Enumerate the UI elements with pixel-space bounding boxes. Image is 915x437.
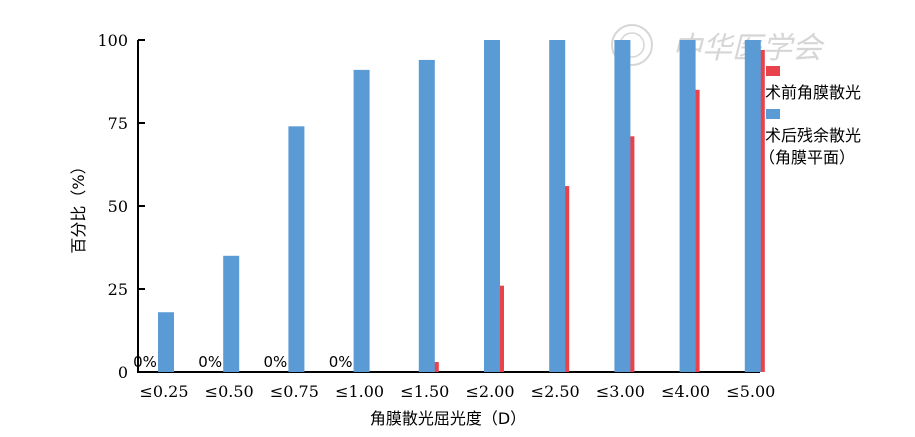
data-labels: 0% 0% 0% 0% [133,353,352,371]
y-tick-label: 0 [118,363,128,382]
bar-postop [679,40,696,372]
legend-swatch-postop [766,109,780,119]
bars [158,40,765,373]
bar-postop [744,40,761,372]
data-label-zero: 0% [133,353,157,371]
x-tick-label: ≤0.25 [139,382,188,401]
x-tick-label: ≤2.50 [531,382,580,401]
watermark-seal-icon [611,24,653,66]
x-tick-label: ≤0.75 [270,382,319,401]
x-tick-label: ≤0.50 [205,382,254,401]
y-tick-label: 25 [108,280,128,299]
y-tick-label: 100 [97,31,128,50]
x-tick-label: ≤1.50 [400,382,449,401]
legend-label-postop-line2: （角膜平面） [759,148,855,167]
bar-postop [549,40,566,372]
legend-label-postop-line1: 术后残余散光 [765,126,861,145]
bar-postop [158,312,174,372]
data-label-zero: 0% [264,353,288,371]
x-tick-label: ≤4.00 [661,382,710,401]
x-tick-label: ≤3.00 [596,382,645,401]
watermark: 中华医学会 [611,24,825,66]
bar-postop [418,59,435,373]
x-ticks: ≤0.25 ≤0.50 ≤0.75 ≤1.00 ≤1.50 ≤2.00 ≤2.50 ≤3.00… [139,382,775,401]
bar-postop [223,255,240,372]
x-tick-label: ≤2.00 [465,382,514,401]
bar-postop [614,40,631,372]
legend: 术前角膜散光 术后残余散光 （角膜平面） [759,66,861,167]
x-axis-title: 角膜散光屈光度（D） [370,409,526,428]
legend-label-preop: 术前角膜散光 [765,83,861,102]
legend-swatch-preop [766,66,780,76]
x-tick-label: ≤5.00 [726,382,775,401]
x-tick-label: ≤1.00 [335,382,384,401]
y-ticks: 0 25 50 75 100 [97,31,145,382]
data-label-zero: 0% [198,353,222,371]
y-axis-title: 百分比（%） [69,158,88,253]
y-tick-label: 75 [108,114,128,133]
bar-postop [288,126,305,372]
bar-postop [484,40,500,372]
data-label-zero: 0% [329,353,353,371]
y-tick-label: 50 [108,197,128,216]
bar-postop [353,69,370,372]
